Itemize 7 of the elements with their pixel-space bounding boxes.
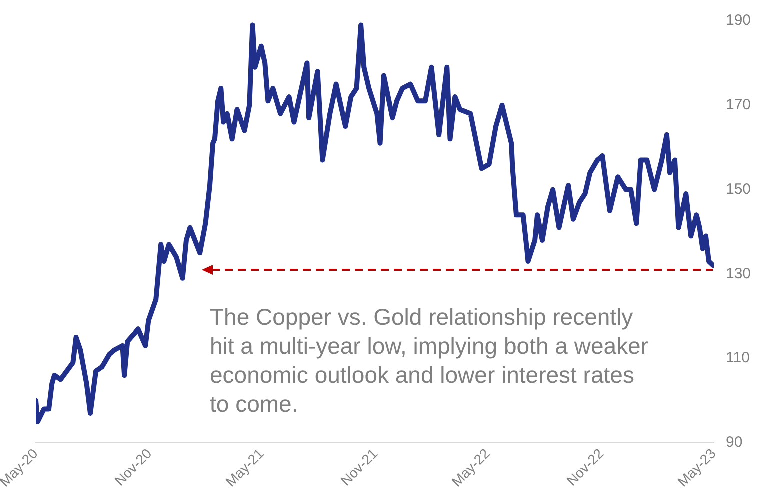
annotation: The Copper vs. Gold relationship recently hit a multi-year low, implying both a weaker economic outlook and lower interest rates to come. [210,303,650,419]
y-tick-label: 130 [726,265,752,282]
y-tick-label: 110 [726,350,750,367]
y-tick-label: 190 [726,12,752,30]
y-tick-label: 170 [726,96,752,114]
y-tick-label: 90 [726,434,743,452]
y-tick-label: 150 [726,180,752,198]
